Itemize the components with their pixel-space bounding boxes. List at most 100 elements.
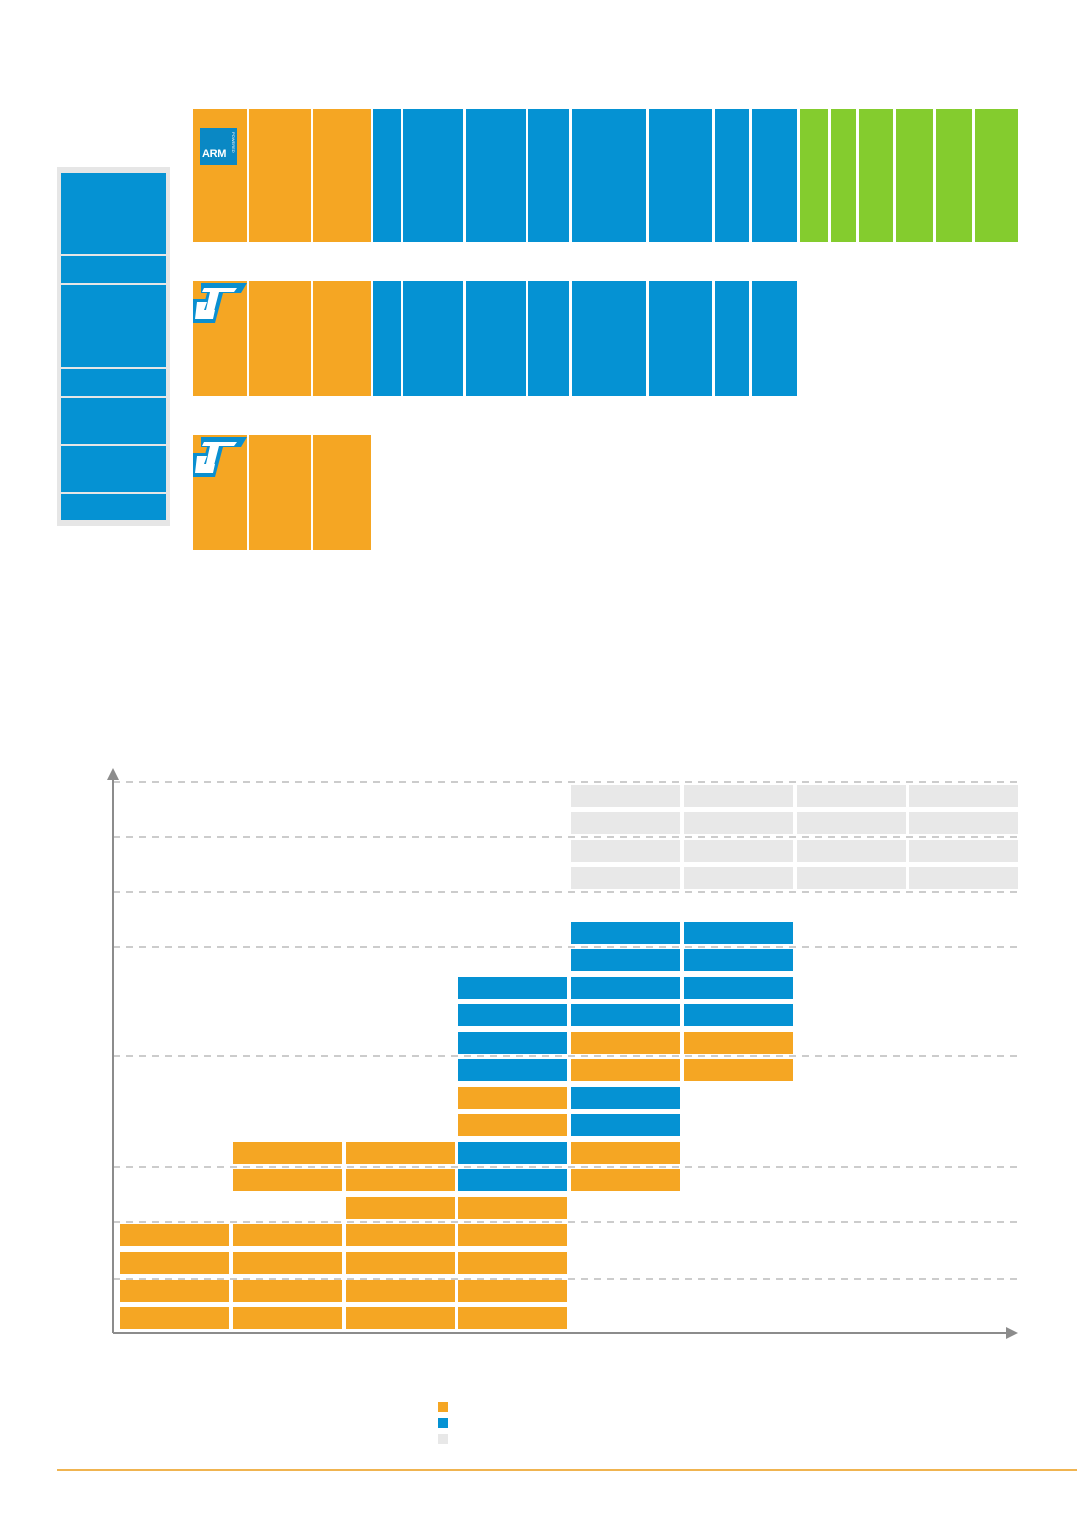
arm-stack-cell bbox=[572, 109, 646, 242]
arm-stack-cell bbox=[649, 109, 712, 242]
chart-cell-blue bbox=[571, 922, 680, 944]
chart-cell-blue bbox=[458, 1032, 567, 1054]
chart-cell-gray bbox=[571, 785, 680, 807]
chart-cell-blue bbox=[458, 1169, 567, 1191]
chart-cell-gray bbox=[909, 840, 1018, 862]
chart-cell-orange bbox=[346, 1307, 455, 1329]
arm-stack-cell bbox=[752, 109, 797, 242]
chart-cell-blue bbox=[684, 1004, 793, 1026]
st-stack-2-cell bbox=[313, 435, 371, 550]
chart-cell-gray bbox=[797, 840, 906, 862]
chart-cell-orange bbox=[458, 1252, 567, 1274]
arm-stack-cell bbox=[249, 109, 311, 242]
st-stack-1-cell bbox=[649, 281, 712, 396]
arm-wordmark: ARM bbox=[202, 148, 227, 160]
side-block-7 bbox=[61, 494, 166, 520]
chart-cells bbox=[120, 785, 1018, 1329]
side-panel bbox=[57, 167, 170, 526]
chart-cell-gray bbox=[797, 867, 906, 889]
chart-legend bbox=[438, 1400, 458, 1450]
chart-cell-blue bbox=[684, 922, 793, 944]
chart-cell-blue bbox=[684, 949, 793, 971]
st-stack-1-cell bbox=[528, 281, 569, 396]
chart-cell-gray bbox=[571, 812, 680, 834]
chart-cell-orange bbox=[458, 1197, 567, 1219]
chart-cell-blue bbox=[458, 977, 567, 999]
arm-stack-cell bbox=[975, 109, 1018, 242]
side-block-6 bbox=[61, 446, 166, 492]
chart-cell-orange bbox=[120, 1224, 229, 1246]
st-stack-1-cell bbox=[249, 281, 311, 396]
chart-cell-gray bbox=[571, 867, 680, 889]
chart-cell-orange bbox=[233, 1280, 342, 1302]
arm-logo-icon: ARM POWERED bbox=[200, 128, 237, 165]
st-stack-1-cell bbox=[466, 281, 526, 396]
footer-rule bbox=[57, 1469, 1077, 1471]
st-stack-1-cell bbox=[572, 281, 646, 396]
chart-cell-orange bbox=[458, 1224, 567, 1246]
chart-cell-gray bbox=[909, 867, 1018, 889]
legend-swatch-blue bbox=[438, 1418, 448, 1428]
arm-stack-cell bbox=[896, 109, 933, 242]
chart-cell-gray bbox=[797, 785, 906, 807]
chart-cell-blue bbox=[458, 1059, 567, 1081]
chart-cell-gray bbox=[571, 840, 680, 862]
arm-stack-cell bbox=[528, 109, 569, 242]
gridlines bbox=[113, 781, 1020, 1280]
side-block-5 bbox=[61, 398, 166, 444]
chart-cell-orange bbox=[458, 1307, 567, 1329]
chart-cell-blue bbox=[684, 977, 793, 999]
side-block-2 bbox=[61, 256, 166, 283]
chart-cell-gray bbox=[684, 785, 793, 807]
chart-cell-orange bbox=[120, 1307, 229, 1329]
legend-swatch-orange bbox=[438, 1402, 448, 1412]
chart-cell-orange bbox=[346, 1142, 455, 1164]
arm-stack-cell bbox=[715, 109, 749, 242]
st-stack-2-cell bbox=[249, 435, 311, 550]
chart-cell-gray bbox=[684, 840, 793, 862]
arm-stack-cell bbox=[403, 109, 463, 242]
chart-cell-blue bbox=[571, 1087, 680, 1109]
chart-cell-orange bbox=[458, 1280, 567, 1302]
chart-cell-orange bbox=[346, 1224, 455, 1246]
chart-cell-orange bbox=[458, 1087, 567, 1109]
chart-cell-orange bbox=[346, 1280, 455, 1302]
st-stack-1-cell bbox=[313, 281, 371, 396]
chart-cell-orange bbox=[233, 1307, 342, 1329]
chart-cell-blue bbox=[571, 949, 680, 971]
chart-cell-orange bbox=[346, 1197, 455, 1219]
arm-stack-cell bbox=[373, 109, 401, 242]
legend-swatch-gray bbox=[438, 1434, 448, 1444]
st-stack-1-cell bbox=[715, 281, 749, 396]
chart-cell-gray bbox=[909, 785, 1018, 807]
st-logo-icon bbox=[193, 283, 247, 323]
st-stack-1-cell bbox=[373, 281, 401, 396]
arm-stack-cell bbox=[466, 109, 526, 242]
chart-cell-orange bbox=[346, 1252, 455, 1274]
chart-cell-blue bbox=[571, 1004, 680, 1026]
st-stack-1-cell bbox=[752, 281, 797, 396]
side-block-1 bbox=[61, 173, 166, 254]
arm-stack-cell bbox=[859, 109, 893, 242]
chart-cell-orange bbox=[571, 1032, 680, 1054]
chart-cell-orange bbox=[120, 1280, 229, 1302]
chart-cell-orange bbox=[233, 1142, 342, 1164]
arm-stack-cell bbox=[831, 109, 856, 242]
chart-cell-orange bbox=[684, 1059, 793, 1081]
chart-cell-blue bbox=[458, 1004, 567, 1026]
x-axis-arrow-icon bbox=[1006, 1327, 1018, 1339]
st-logo-icon-2 bbox=[193, 437, 247, 477]
chart-cell-orange bbox=[346, 1169, 455, 1191]
chart-cell-orange bbox=[233, 1224, 342, 1246]
chart-cell-gray bbox=[684, 867, 793, 889]
chart-cell-gray bbox=[909, 812, 1018, 834]
chart-cell-orange bbox=[571, 1169, 680, 1191]
chart-cell-orange bbox=[684, 1032, 793, 1054]
arm-tagline: POWERED bbox=[231, 132, 236, 153]
chart-cell-orange bbox=[571, 1059, 680, 1081]
chart-cell-gray bbox=[797, 812, 906, 834]
arm-stack-cell bbox=[800, 109, 828, 242]
chart-cell-orange bbox=[571, 1142, 680, 1164]
chart-cell-gray bbox=[684, 812, 793, 834]
